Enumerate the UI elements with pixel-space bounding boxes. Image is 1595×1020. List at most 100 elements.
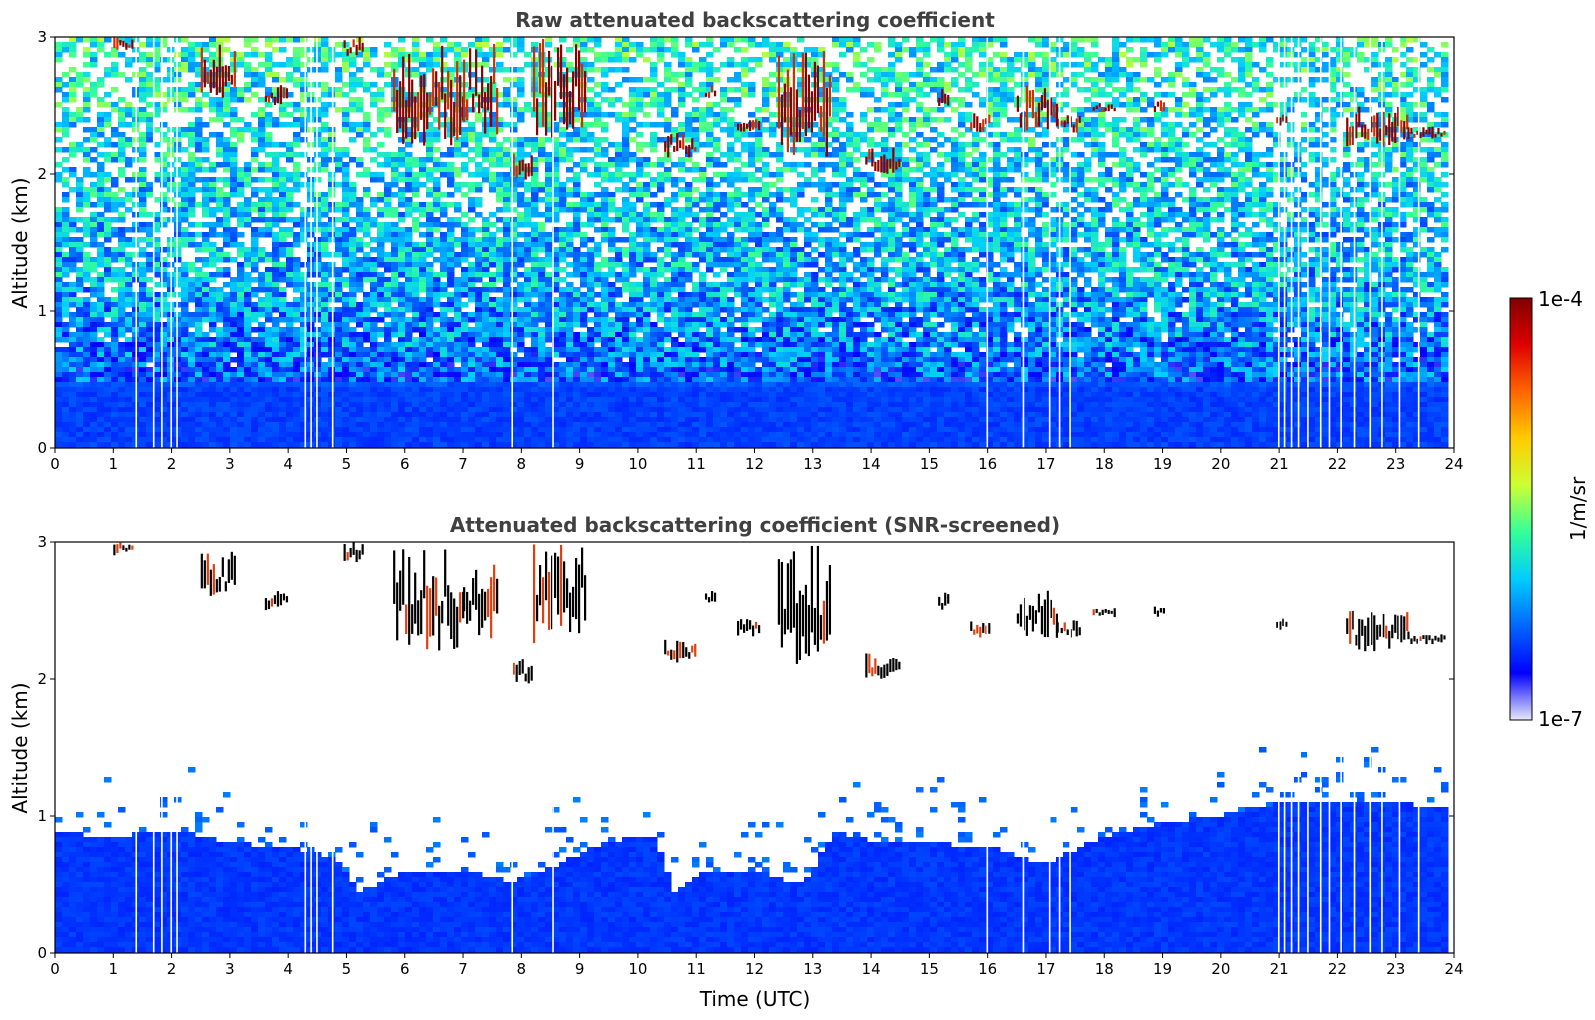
heatmap-cell [475, 302, 483, 308]
heatmap-cell [258, 402, 266, 408]
heatmap-cell [538, 352, 546, 358]
heatmap-cell [321, 327, 329, 333]
heatmap-cell [125, 392, 133, 398]
heatmap-cell [377, 262, 385, 268]
heatmap-cell [356, 387, 364, 393]
heatmap-cell [244, 427, 252, 433]
heatmap-cell [580, 407, 588, 413]
heatmap-cell [566, 322, 574, 328]
heatmap-cell [489, 297, 497, 303]
heatmap-cell [223, 232, 231, 238]
heatmap-cell [503, 172, 511, 178]
heatmap-cell [118, 437, 126, 443]
heatmap-cell [566, 407, 574, 413]
heatmap-cell [90, 192, 98, 198]
heatmap-cell [405, 152, 413, 158]
heatmap-cell [258, 332, 266, 338]
heatmap-cell [419, 262, 427, 268]
heatmap-cell [412, 377, 420, 383]
heatmap-cell [531, 257, 539, 263]
heatmap-cell [111, 367, 119, 373]
heatmap-cell [90, 87, 98, 93]
heatmap-cell [321, 387, 329, 393]
heatmap-cell [363, 87, 371, 93]
heatmap-cell [517, 202, 525, 208]
heatmap-cell [272, 377, 280, 383]
heatmap-cell [62, 312, 70, 318]
heatmap-cell [335, 402, 343, 408]
heatmap-cell [335, 317, 343, 323]
heatmap-cell [363, 122, 371, 128]
heatmap-cell [370, 337, 378, 343]
heatmap-cell [559, 132, 567, 138]
heatmap-cell [83, 377, 91, 383]
heatmap-cell [566, 397, 574, 403]
heatmap-cell [244, 292, 252, 298]
heatmap-cell [202, 277, 210, 283]
heatmap-cell [265, 357, 273, 363]
heatmap-cell [454, 282, 462, 288]
heatmap-cell [125, 57, 133, 63]
heatmap-cell [202, 417, 210, 423]
heatmap-cell [517, 372, 525, 378]
heatmap-cell [237, 242, 245, 248]
heatmap-cell [370, 302, 378, 308]
heatmap-cell [195, 327, 203, 333]
heatmap-cell [55, 47, 63, 53]
heatmap-cell [181, 147, 189, 153]
heatmap-cell [237, 397, 245, 403]
heatmap-cell [440, 307, 448, 313]
heatmap-cell [468, 402, 476, 408]
heatmap-cell [104, 362, 112, 368]
heatmap-cell [391, 277, 399, 283]
heatmap-cell [468, 247, 476, 253]
heatmap-cell [188, 292, 196, 298]
heatmap-cell [412, 242, 420, 248]
heatmap-cell [433, 397, 441, 403]
heatmap-cell [454, 407, 462, 413]
heatmap-cell [356, 262, 364, 268]
heatmap-cell [503, 417, 511, 423]
heatmap-cell [419, 302, 427, 308]
heatmap-cell [83, 167, 91, 173]
heatmap-cell [545, 407, 553, 413]
heatmap-cell [454, 417, 462, 423]
heatmap-cell [111, 322, 119, 328]
heatmap-cell [587, 202, 595, 208]
heatmap-cell [90, 382, 98, 388]
heatmap-cell [279, 422, 287, 428]
heatmap-cell [139, 182, 147, 188]
heatmap-cell [160, 262, 168, 268]
heatmap-cell [594, 102, 602, 108]
heatmap-cell [216, 97, 224, 103]
heatmap-cell [83, 307, 91, 313]
heatmap-cell [447, 262, 455, 268]
heatmap-cell [342, 332, 350, 338]
heatmap-cell [202, 317, 210, 323]
heatmap-cell [279, 102, 287, 108]
heatmap-cell [510, 332, 518, 338]
heatmap-cell [349, 202, 357, 208]
heatmap-cell [69, 442, 77, 448]
heatmap-cell [524, 202, 532, 208]
heatmap-cell [223, 337, 231, 343]
heatmap-cell [356, 132, 364, 138]
heatmap-cell [76, 342, 84, 348]
heatmap-cell [195, 362, 203, 368]
heatmap-cell [209, 367, 217, 373]
heatmap-cell [244, 357, 252, 363]
heatmap-cell [69, 97, 77, 103]
heatmap-cell [55, 222, 63, 228]
heatmap-cell [594, 337, 602, 343]
heatmap-cell [83, 432, 91, 438]
heatmap-cell [447, 322, 455, 328]
heatmap-cell [69, 167, 77, 173]
heatmap-cell [370, 367, 378, 373]
heatmap-cell [69, 82, 77, 88]
heatmap-cell [510, 322, 518, 328]
heatmap-cell [377, 87, 385, 93]
heatmap-cell [188, 337, 196, 343]
heatmap-cell [461, 257, 469, 263]
heatmap-cell [258, 197, 266, 203]
heatmap-cell [468, 287, 476, 293]
